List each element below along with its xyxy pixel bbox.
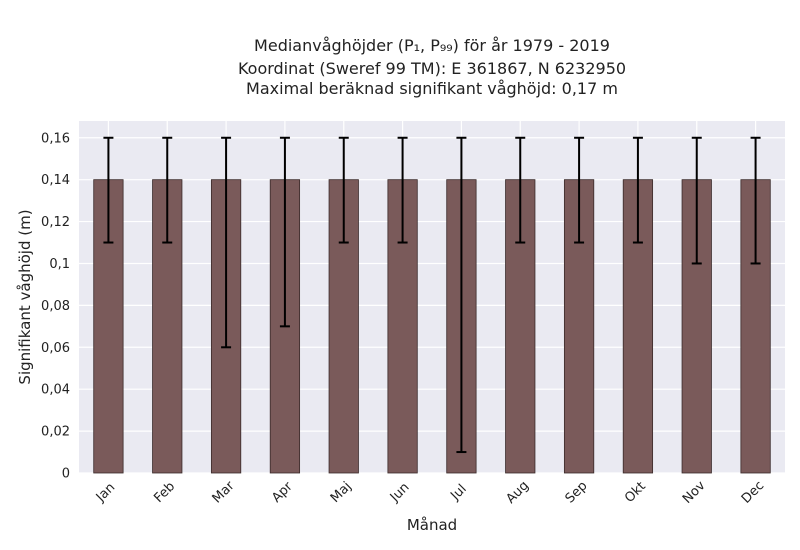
- x-tick-label: Nov: [680, 478, 709, 507]
- x-tick-label: Sep: [563, 479, 591, 507]
- x-tick-label: Maj: [328, 479, 355, 506]
- y-axis-label: Signifikant våghöjd (m): [16, 209, 34, 384]
- y-tick-label: 0,1: [49, 257, 70, 272]
- plot-area: [79, 121, 785, 473]
- y-tick-label: 0,08: [41, 299, 70, 314]
- x-tick-label: Aug: [503, 478, 532, 507]
- x-tick-label: Dec: [739, 478, 767, 506]
- bar: [93, 179, 124, 474]
- x-tick-label: Jan: [93, 480, 118, 505]
- y-tick-labels: 0 0,02 0,04 0,06 0,08 0,1 0,12 0,14 0,16: [41, 131, 70, 481]
- x-axis-label: Månad: [407, 516, 457, 534]
- chart-title-line-1: Medianvåghöjder (P₁, P₉₉) för år 1979 - …: [254, 36, 610, 55]
- x-tick-labels: Jan Feb Mar Apr Maj Jun Jul Aug Sep Okt Nov Dec: [93, 478, 767, 507]
- x-tick-label: Jun: [387, 480, 413, 506]
- error-bars: [103, 136, 761, 454]
- y-tick-label: 0,04: [41, 383, 70, 398]
- x-tick-label: Jul: [447, 482, 469, 504]
- y-tick-label: 0: [62, 467, 70, 482]
- bars: [93, 179, 771, 474]
- x-tick-label: Feb: [151, 479, 178, 506]
- y-tick-label: 0,14: [41, 173, 70, 188]
- chart-title-line-3: Maximal beräknad signifikant våghöjd: 0,…: [246, 79, 618, 98]
- y-tick-label: 0,02: [41, 425, 70, 440]
- y-tick-label: 0,16: [41, 131, 70, 146]
- chart-title-line-2: Koordinat (Sweref 99 TM): E 361867, N 62…: [238, 59, 626, 78]
- x-tick-label: Okt: [622, 479, 649, 506]
- y-tick-label: 0,06: [41, 341, 70, 356]
- y-tick-label: 0,12: [41, 215, 70, 230]
- x-tick-label: Mar: [210, 478, 238, 506]
- x-tick-label: Apr: [269, 479, 296, 506]
